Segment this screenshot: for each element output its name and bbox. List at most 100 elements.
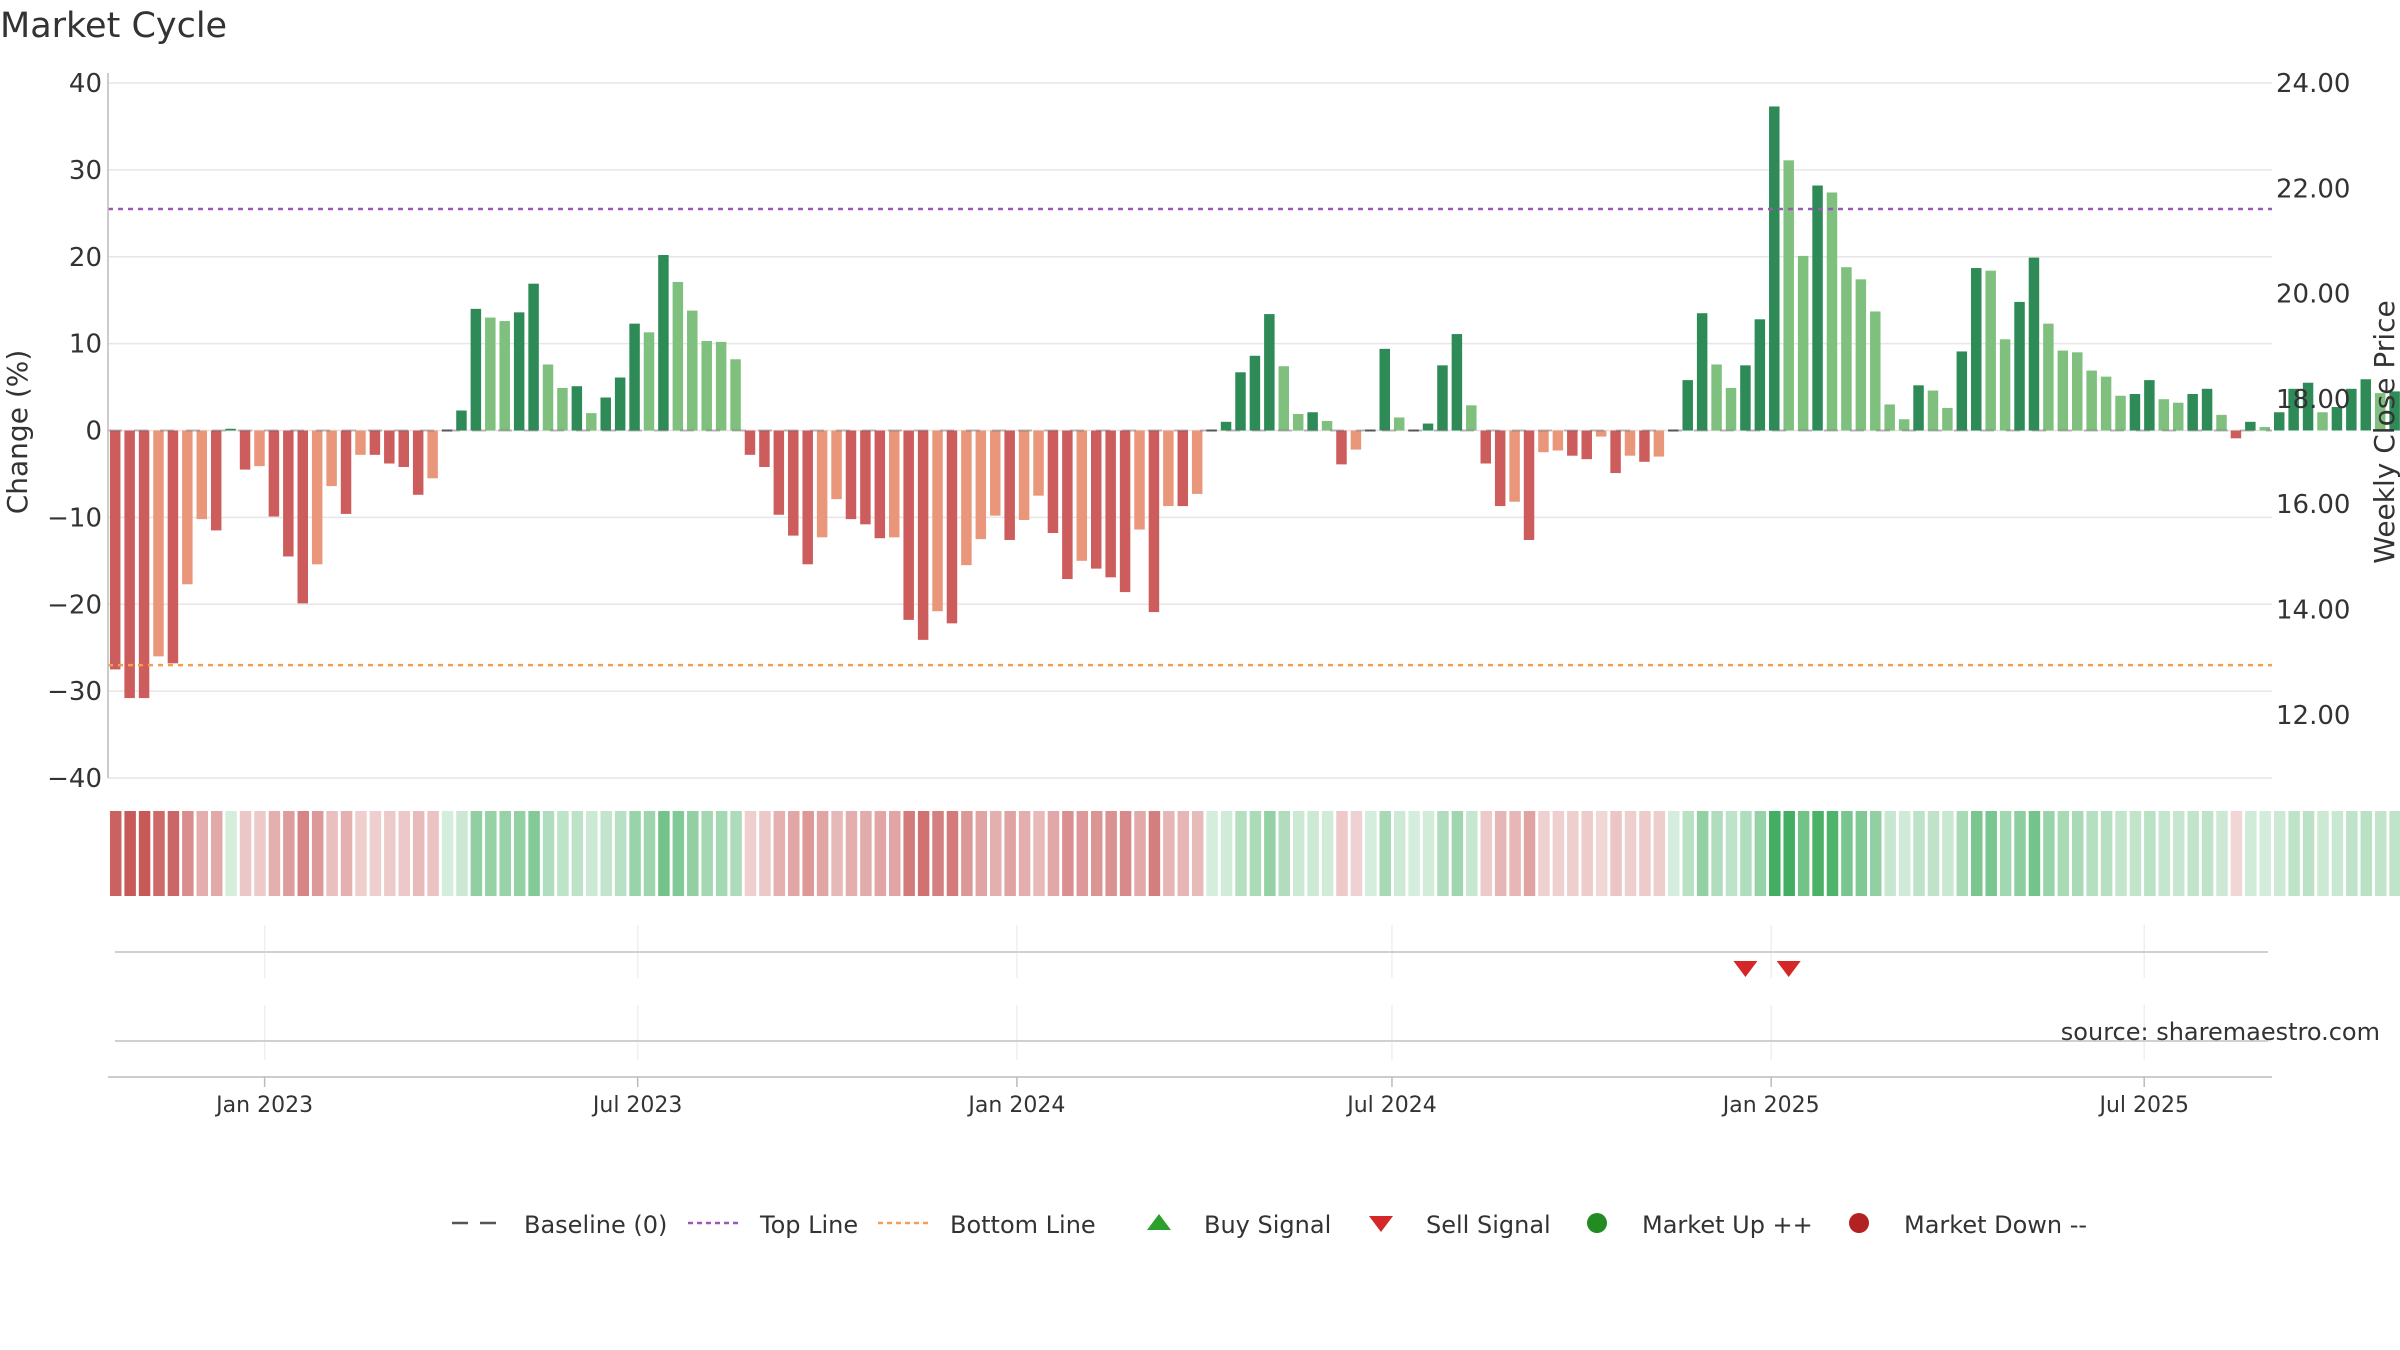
heat-cell xyxy=(2245,811,2257,896)
heat-cell xyxy=(326,811,338,896)
legend-label: Sell Signal xyxy=(1426,1211,1551,1239)
heat-cell xyxy=(182,811,194,896)
heat-cell xyxy=(239,811,252,896)
change-bar xyxy=(239,430,251,470)
change-bar xyxy=(1595,430,1607,437)
heat-cell xyxy=(2014,811,2026,896)
legend-item: Market Up ++ xyxy=(1587,1211,1813,1239)
change-bar xyxy=(196,430,208,520)
heat-cell xyxy=(1134,811,1146,896)
change-bar xyxy=(2317,412,2328,431)
change-bar xyxy=(2360,379,2372,431)
heat-cell xyxy=(2144,811,2156,896)
heat-cell xyxy=(759,811,771,896)
change-bar xyxy=(153,430,164,657)
change-bar xyxy=(268,430,280,517)
heat-cell xyxy=(167,811,180,896)
change-bar xyxy=(2115,395,2126,431)
heat-cell xyxy=(1668,811,1680,896)
heat-cell xyxy=(1769,811,1781,896)
change-bar xyxy=(1898,419,1910,431)
heat-cell xyxy=(196,811,209,896)
legend-label: Baseline (0) xyxy=(524,1211,667,1239)
change-bar xyxy=(369,430,381,455)
legend-item: Market Down -- xyxy=(1849,1211,2087,1239)
change-bar xyxy=(2216,414,2227,431)
heat-cell xyxy=(2187,811,2199,896)
x-tick-label: Jul 2023 xyxy=(591,1093,683,1118)
heat-cell xyxy=(1206,811,1218,896)
sell-signal-marker xyxy=(1776,961,1801,977)
heat-cell xyxy=(2216,811,2228,896)
heat-cell xyxy=(2100,811,2113,896)
heat-cell xyxy=(2374,811,2387,896)
heat-cell xyxy=(297,811,310,896)
heat-cell xyxy=(340,811,353,896)
change-bar xyxy=(860,430,871,525)
heat-cell xyxy=(961,811,973,896)
heat-cell xyxy=(1841,811,1853,896)
heat-cell xyxy=(1264,811,1276,896)
heat-cell xyxy=(1047,811,1060,896)
heat-cell xyxy=(485,811,497,896)
heat-cell xyxy=(456,811,468,896)
heat-cell xyxy=(1365,811,1377,896)
heat-cell xyxy=(441,811,454,896)
y-tick-label: −20 xyxy=(47,590,102,620)
change-bar xyxy=(1971,268,1982,431)
change-bar xyxy=(961,430,972,566)
change-bar xyxy=(2187,394,2198,431)
heat-cell xyxy=(614,811,627,896)
change-bar xyxy=(1336,430,1347,465)
heat-cell xyxy=(629,811,641,896)
heat-cell xyxy=(1639,811,1651,896)
heat-cell xyxy=(600,811,612,896)
legend-label: Bottom Line xyxy=(950,1211,1096,1239)
heat-cell xyxy=(2129,811,2142,896)
change-bar xyxy=(1451,334,1463,431)
heat-cell xyxy=(542,811,555,896)
heat-cell xyxy=(1191,811,1204,896)
heat-cell xyxy=(1942,811,1954,896)
heat-cell xyxy=(1494,811,1507,896)
heat-cell xyxy=(1480,811,1492,896)
heat-cell xyxy=(1927,811,1940,896)
change-bar xyxy=(586,413,597,431)
change-bar xyxy=(917,430,929,640)
change-bar xyxy=(124,430,135,699)
change-bar xyxy=(355,430,366,455)
change-bar xyxy=(1148,430,1160,613)
change-bar xyxy=(1639,430,1650,462)
heat-strip xyxy=(109,811,2400,896)
legend-item: Top Line xyxy=(688,1211,858,1239)
change-bar xyxy=(326,430,337,487)
heat-cell xyxy=(2331,811,2344,896)
change-bar xyxy=(283,430,294,557)
y-tick-label: −30 xyxy=(47,677,102,707)
heat-cell xyxy=(946,811,959,896)
change-bar xyxy=(687,310,698,431)
change-bar xyxy=(2014,301,2025,431)
change-bar xyxy=(932,430,943,612)
heat-cell xyxy=(831,811,843,896)
heat-cell xyxy=(1408,811,1420,896)
change-bar xyxy=(1624,430,1636,456)
change-bar xyxy=(2288,388,2299,431)
change-bar xyxy=(311,430,323,565)
change-bar xyxy=(2100,376,2112,431)
heat-cell xyxy=(917,811,930,896)
legend-label: Top Line xyxy=(759,1211,858,1239)
heat-cell xyxy=(283,811,295,896)
heat-cell xyxy=(1870,811,1882,896)
heat-cell xyxy=(2172,811,2185,896)
legend-item: Baseline (0) xyxy=(452,1211,667,1239)
change-bar xyxy=(1249,355,1261,431)
heat-cell xyxy=(470,811,483,896)
heat-cell xyxy=(1062,811,1074,896)
heat-cell xyxy=(528,811,540,896)
y-tick-label: 30 xyxy=(69,156,102,186)
heat-cell xyxy=(1696,811,1709,896)
change-bar xyxy=(167,430,179,664)
y-tick-label: 40 xyxy=(69,69,102,99)
heat-cell xyxy=(138,811,151,896)
